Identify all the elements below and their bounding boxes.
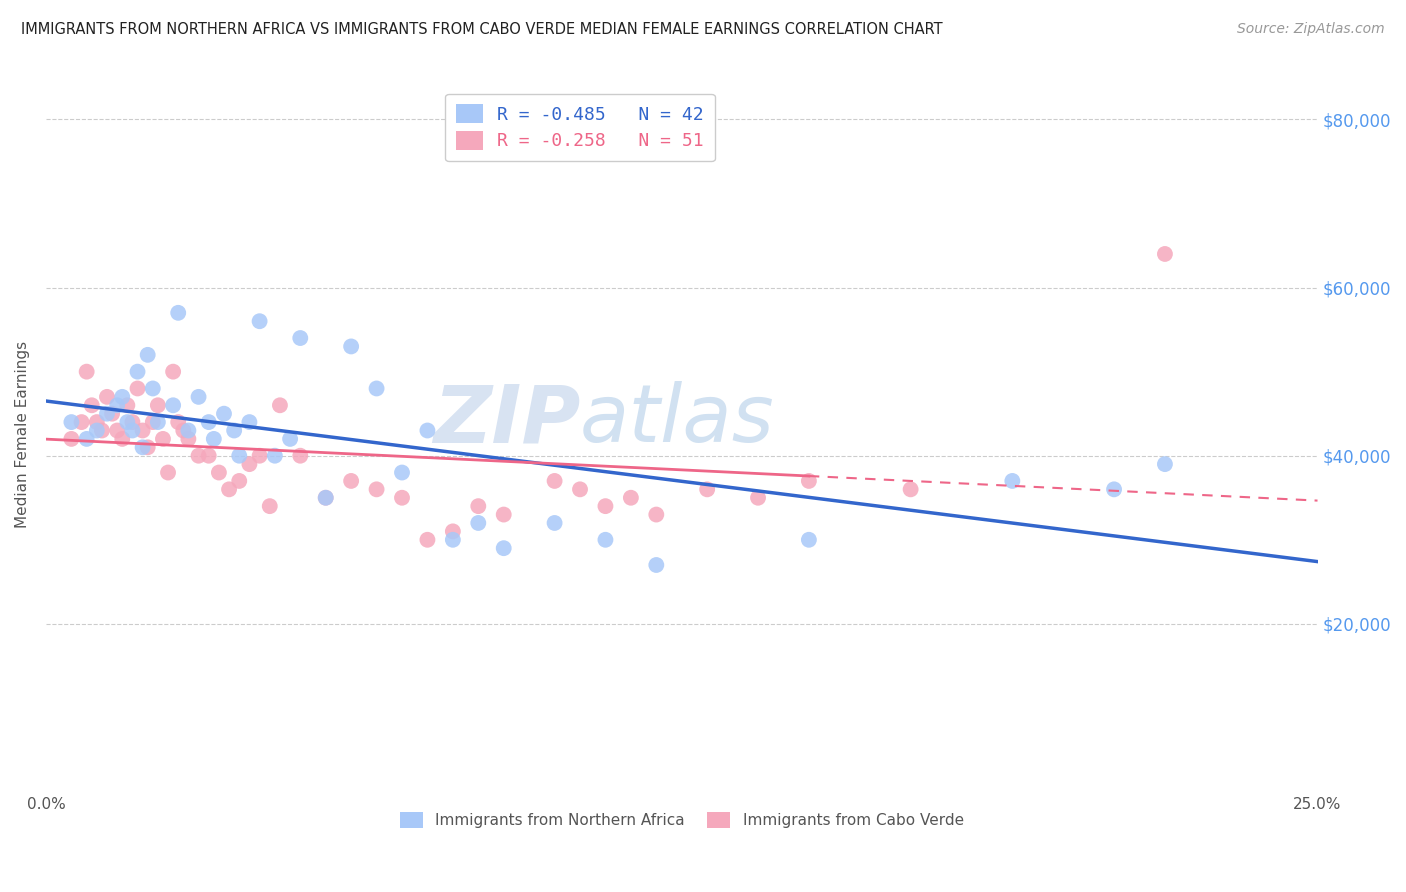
Point [76,432,98,446]
Text: atlas: atlas [581,382,775,459]
Point [269,398,291,412]
Point [315,491,337,505]
Point [212,407,235,421]
Point [645,558,668,572]
Point [416,424,439,438]
Point [263,449,285,463]
Point [197,415,219,429]
Point [238,457,260,471]
Point [797,474,820,488]
Legend: Immigrants from Northern Africa, Immigrants from Cabo Verde: Immigrants from Northern Africa, Immigra… [394,806,970,834]
Point [441,524,464,539]
Point [60,415,83,429]
Point [492,508,515,522]
Point [315,491,337,505]
Point [202,432,225,446]
Point [60,432,83,446]
Point [208,466,231,480]
Text: ZIP: ZIP [433,382,581,459]
Point [595,499,617,513]
Point [228,474,250,488]
Point [136,348,159,362]
Point [1001,474,1024,488]
Y-axis label: Median Female Earnings: Median Female Earnings [15,341,30,528]
Point [111,390,134,404]
Point [797,533,820,547]
Point [391,491,413,505]
Point [105,398,128,412]
Point [645,508,668,522]
Point [543,474,565,488]
Point [1102,483,1125,497]
Point [228,449,250,463]
Point [197,449,219,463]
Point [416,533,439,547]
Point [1154,247,1177,261]
Point [218,483,240,497]
Point [121,415,143,429]
Point [278,432,301,446]
Point [157,466,180,480]
Point [747,491,769,505]
Point [111,432,134,446]
Point [167,306,190,320]
Point [620,491,643,505]
Point [117,415,139,429]
Point [340,474,363,488]
Point [152,432,174,446]
Point [76,365,98,379]
Point [391,466,413,480]
Point [467,499,489,513]
Point [90,424,112,438]
Text: Source: ZipAtlas.com: Source: ZipAtlas.com [1237,22,1385,37]
Point [595,533,617,547]
Point [224,424,246,438]
Point [177,424,200,438]
Point [187,449,209,463]
Point [131,424,153,438]
Point [167,415,190,429]
Point [86,424,108,438]
Point [543,516,565,530]
Point [117,398,139,412]
Point [80,398,103,412]
Point [136,440,159,454]
Point [146,415,169,429]
Point [142,382,165,396]
Point [340,339,363,353]
Point [290,331,312,345]
Point [1154,457,1177,471]
Point [249,449,271,463]
Point [121,424,143,438]
Point [366,483,388,497]
Point [238,415,260,429]
Point [900,483,922,497]
Point [187,390,209,404]
Point [86,415,108,429]
Point [441,533,464,547]
Point [96,407,118,421]
Point [172,424,194,438]
Point [142,415,165,429]
Point [131,440,153,454]
Point [569,483,592,497]
Point [127,382,149,396]
Point [96,390,118,404]
Text: IMMIGRANTS FROM NORTHERN AFRICA VS IMMIGRANTS FROM CABO VERDE MEDIAN FEMALE EARN: IMMIGRANTS FROM NORTHERN AFRICA VS IMMIG… [21,22,942,37]
Point [696,483,718,497]
Point [105,424,128,438]
Point [177,432,200,446]
Point [146,398,169,412]
Point [249,314,271,328]
Point [290,449,312,463]
Point [127,365,149,379]
Point [101,407,124,421]
Point [162,398,184,412]
Point [467,516,489,530]
Point [70,415,93,429]
Point [259,499,281,513]
Point [492,541,515,556]
Point [366,382,388,396]
Point [162,365,184,379]
